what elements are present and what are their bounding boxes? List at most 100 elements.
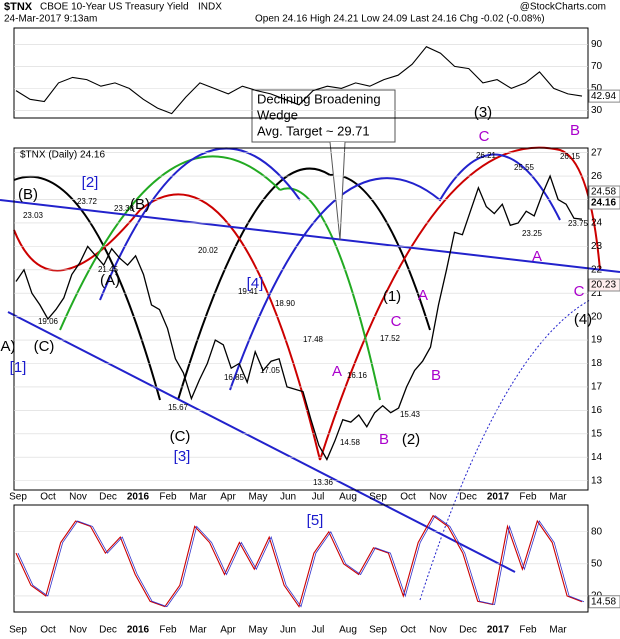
price-annotation: 14.58 xyxy=(340,438,361,447)
x-tick-label: Oct xyxy=(400,492,416,503)
wave-label: (C) xyxy=(170,428,191,445)
x-tick-label: Apr xyxy=(220,625,236,636)
y-tick-label: 27 xyxy=(591,147,603,158)
y-tick-label: 21 xyxy=(591,288,603,299)
series-line xyxy=(15,514,583,608)
x-tick-label: May xyxy=(249,492,268,503)
signal-line xyxy=(17,515,585,608)
x-tick-label: Aug xyxy=(339,625,357,636)
y-tick-label: 30 xyxy=(591,105,603,116)
x-tick-label: Nov xyxy=(69,625,87,636)
y-tick-label: 24 xyxy=(591,218,603,229)
x-tick-label: Sep xyxy=(369,492,387,503)
symbol: $TNX xyxy=(4,1,33,13)
moving-average xyxy=(419,299,591,601)
price-tag xyxy=(588,196,620,210)
x-tick-label: Feb xyxy=(519,492,537,503)
x-tick-label: Jul xyxy=(312,625,325,636)
price-annotation: 20.02 xyxy=(198,246,219,255)
y-tick-label: 90 xyxy=(591,39,603,50)
y-tick-label: 17 xyxy=(591,382,603,393)
price-annotation: 16.16 xyxy=(347,371,368,380)
y-tick-label: 50 xyxy=(591,83,603,94)
price-annotation: 23.25 xyxy=(522,229,543,238)
x-tick-label: Nov xyxy=(429,492,447,503)
title: CBOE 10-Year US Treasury Yield xyxy=(40,2,189,13)
y-tick-label: 14 xyxy=(591,452,603,463)
price-tag xyxy=(588,278,620,292)
x-tick-label: Sep xyxy=(9,625,27,636)
value-tag xyxy=(588,89,620,103)
x-tick-label: Feb xyxy=(159,492,177,503)
y-tick-label: 80 xyxy=(591,526,603,537)
x-tick-label: Nov xyxy=(69,492,87,503)
x-tick-label: Jun xyxy=(280,625,296,636)
x-tick-label: Mar xyxy=(189,492,207,503)
y-tick-label: 13 xyxy=(591,475,603,486)
note-text: Declining Broadening xyxy=(257,91,381,106)
price-annotation: 25.55 xyxy=(514,163,535,172)
y-tick-label: 22 xyxy=(591,264,603,275)
note-pointer xyxy=(329,141,346,241)
x-tick-label: Dec xyxy=(99,625,117,636)
date: 24-Mar-2017 9:13am xyxy=(4,14,97,25)
x-tick-label: 2016 xyxy=(127,625,150,636)
wave-label: (A) xyxy=(100,272,120,289)
panel-frame xyxy=(13,504,589,613)
wave-label: [5] xyxy=(307,512,324,529)
price-annotation: 16.85 xyxy=(224,373,245,382)
x-tick-label: Jun xyxy=(280,492,296,503)
note-text: Wedge xyxy=(257,107,298,122)
x-tick-label: Jul xyxy=(312,492,325,503)
x-tick-label: Sep xyxy=(9,492,27,503)
panel-frame xyxy=(13,27,589,119)
price-annotation: 17.52 xyxy=(380,334,401,343)
price-annotation: 23.03 xyxy=(23,211,44,220)
wave-label: C xyxy=(479,128,490,145)
y-tick-label: 70 xyxy=(591,61,603,72)
brand: @StockCharts.com xyxy=(520,2,606,13)
price-annotation: 17.48 xyxy=(303,335,324,344)
x-tick-label: 2017 xyxy=(487,492,510,503)
wave-label: [4] xyxy=(247,275,264,292)
wave-label: (2) xyxy=(402,431,420,448)
price-label: 24.16 xyxy=(591,198,616,209)
x-tick-label: Dec xyxy=(99,492,117,503)
x-tick-label: Aug xyxy=(339,492,357,503)
wedge-upper xyxy=(0,199,620,273)
x-tick-label: Nov xyxy=(429,625,447,636)
x-tick-label: Oct xyxy=(40,492,56,503)
note-text: Avg. Target ~ 29.71 xyxy=(257,123,370,138)
price-annotation: 26.15 xyxy=(560,152,581,161)
wave-label: A) xyxy=(1,338,16,355)
wave-label: (3) xyxy=(474,104,492,121)
price-annotation: 23.38 xyxy=(114,204,135,213)
x-tick-label: 2016 xyxy=(127,492,150,503)
y-tick-label: 23 xyxy=(591,241,603,252)
wave-label: (B) xyxy=(130,196,150,213)
wave-label: (1) xyxy=(383,288,401,305)
x-tick-label: Feb xyxy=(159,625,177,636)
price-label: 20.23 xyxy=(591,280,616,291)
wave-label: A xyxy=(332,363,342,380)
panel-title: $TNX (Daily) 24.16 xyxy=(20,150,105,161)
price-annotation: 17.05 xyxy=(260,366,281,375)
wave-label: A xyxy=(532,248,542,265)
price-annotation: 26.21 xyxy=(476,151,497,160)
x-tick-label: Mar xyxy=(189,625,207,636)
wave-label: B xyxy=(379,431,389,448)
price-annotation: 19.41 xyxy=(238,287,259,296)
x-tick-label: Dec xyxy=(459,492,477,503)
price-annotation: 21.45 xyxy=(98,265,119,274)
value-tag xyxy=(588,595,620,609)
x-tick-label: Mar xyxy=(549,492,567,503)
y-tick-label: 19 xyxy=(591,335,603,346)
x-tick-label: Mar xyxy=(549,625,567,636)
wave-label: B xyxy=(431,367,441,384)
y-tick-label: 20 xyxy=(591,311,603,322)
x-tick-label: 2017 xyxy=(487,625,510,636)
x-tick-label: Sep xyxy=(369,625,387,636)
series-line xyxy=(15,46,583,115)
price-annotation: 23.72 xyxy=(77,197,98,206)
cycle-arc xyxy=(99,147,561,391)
